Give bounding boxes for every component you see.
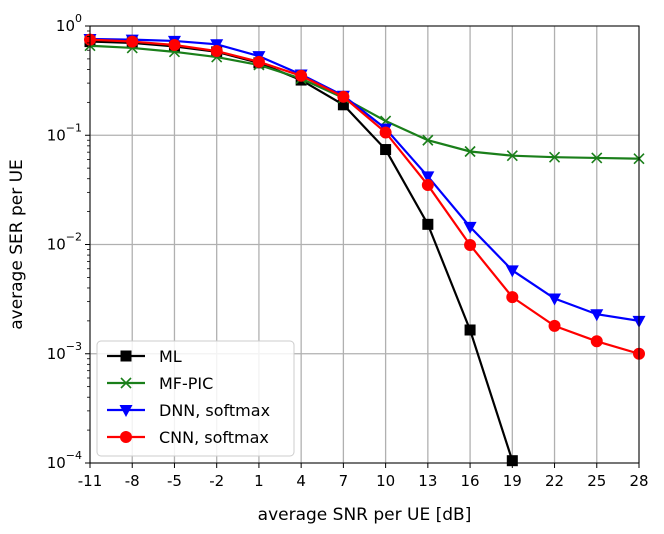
x-tick-label: -11 bbox=[78, 472, 103, 490]
data-point-mf-pic bbox=[506, 150, 518, 162]
y-tick-exponent: 0 bbox=[75, 12, 82, 25]
data-point-dnn-softmax bbox=[548, 293, 562, 306]
legend: ML MF-PIC DNN, softmax CNN, softmax bbox=[96, 340, 295, 457]
data-point-cnn-softmax bbox=[379, 126, 392, 139]
data-point-mf-pic bbox=[422, 134, 434, 146]
y-tick-exponent: −2 bbox=[66, 231, 82, 244]
legend-marker-dnn-softmax bbox=[119, 405, 133, 417]
axis-layer: -11 -8 -5 -2 1 4 7 10 13 16 19 22 25 28−410−310−210−1… bbox=[47, 12, 649, 490]
legend-label-mf-pic: MF-PIC bbox=[159, 374, 213, 393]
legend-marker-cnn-softmax bbox=[120, 431, 132, 443]
y-tick-exponent: −1 bbox=[66, 121, 82, 134]
legend-label-ml: ML bbox=[159, 347, 182, 366]
data-point-cnn-softmax bbox=[548, 319, 561, 332]
y-tick-base: 10 bbox=[47, 126, 66, 144]
data-point-mf-pic bbox=[548, 151, 561, 163]
legend-marker-mf-pic bbox=[120, 377, 132, 389]
x-tick-label: 16 bbox=[461, 472, 480, 490]
data-point-cnn-softmax bbox=[590, 335, 603, 348]
x-tick-label: 28 bbox=[629, 472, 648, 490]
legend-label-cnn-softmax: CNN, softmax bbox=[159, 428, 269, 447]
x-tick-label: 1 bbox=[254, 472, 264, 490]
y-tick-exponent: −4 bbox=[66, 449, 82, 462]
x-tick-label: -5 bbox=[167, 472, 182, 490]
x-tick-label: 19 bbox=[503, 472, 522, 490]
data-point-dnn-softmax bbox=[421, 171, 435, 184]
series-layer bbox=[83, 33, 646, 467]
data-point-dnn-softmax bbox=[590, 309, 604, 322]
y-tick-base: 10 bbox=[47, 454, 66, 472]
y-tick-base: 10 bbox=[56, 17, 75, 35]
x-tick-label: 7 bbox=[339, 472, 349, 490]
data-point-cnn-softmax bbox=[506, 291, 519, 304]
series-dnn-softmax bbox=[83, 34, 646, 328]
x-tick-label: 25 bbox=[587, 472, 606, 490]
series-line-dnn-softmax bbox=[89, 37, 640, 322]
x-tick-label: 4 bbox=[296, 472, 306, 490]
series-line-mf-pic bbox=[89, 44, 640, 160]
data-point-cnn-softmax bbox=[126, 35, 139, 48]
data-point-cnn-softmax bbox=[421, 179, 434, 192]
data-point-cnn-softmax bbox=[252, 55, 265, 68]
data-point-ml bbox=[337, 99, 349, 111]
data-point-ml bbox=[464, 324, 476, 336]
y-axis-label: average SER per UE bbox=[7, 159, 27, 330]
data-point-cnn-softmax bbox=[295, 69, 308, 82]
y-tick-base: 10 bbox=[47, 236, 66, 254]
series-cnn-softmax bbox=[84, 33, 645, 360]
legend-marker-ml bbox=[120, 350, 132, 362]
data-point-dnn-softmax bbox=[505, 265, 519, 278]
data-point-mf-pic bbox=[464, 145, 476, 158]
x-axis-label: average SNR per UE [dB] bbox=[258, 505, 472, 525]
data-point-cnn-softmax bbox=[210, 45, 223, 58]
x-tick-label: 13 bbox=[418, 472, 437, 490]
data-point-dnn-softmax bbox=[463, 221, 477, 234]
x-tick-label: 22 bbox=[545, 472, 564, 490]
legend-label-dnn-softmax: DNN, softmax bbox=[159, 401, 270, 420]
data-point-cnn-softmax bbox=[464, 238, 477, 251]
x-tick-label: -2 bbox=[209, 472, 224, 490]
data-point-mf-pic bbox=[591, 152, 603, 164]
data-point-ml bbox=[422, 218, 434, 230]
data-point-ml bbox=[380, 144, 392, 156]
series-line-cnn-softmax bbox=[89, 38, 640, 355]
data-point-ml bbox=[506, 455, 518, 467]
y-tick-exponent: −3 bbox=[66, 340, 82, 353]
data-point-cnn-softmax bbox=[168, 39, 181, 52]
y-tick-base: 10 bbox=[47, 345, 66, 363]
legend-box bbox=[96, 340, 295, 457]
x-tick-label: 10 bbox=[376, 472, 395, 490]
series-mf-pic bbox=[84, 40, 645, 165]
x-tick-label: -8 bbox=[125, 472, 140, 490]
data-point-cnn-softmax bbox=[337, 90, 350, 103]
